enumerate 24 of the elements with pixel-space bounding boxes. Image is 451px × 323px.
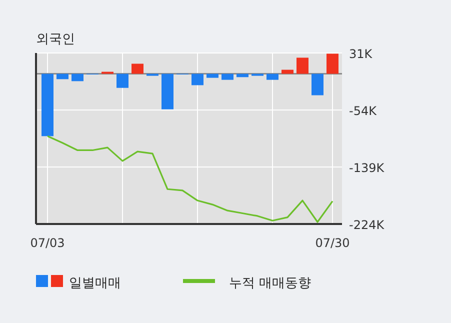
chart-title: 외국인: [36, 32, 75, 47]
bar: [162, 74, 174, 110]
bar: [312, 74, 324, 96]
y-tick-label: -224K: [349, 218, 386, 232]
x-tick-label: 07/03: [30, 236, 65, 250]
y-tick-label: 31K: [349, 47, 374, 61]
legend-label: 누적 매매동향: [229, 276, 312, 291]
bar: [296, 58, 308, 74]
y-tick-label: -139K: [349, 161, 386, 175]
bar: [206, 74, 218, 78]
bar: [42, 74, 54, 136]
bar: [132, 64, 144, 74]
bar: [282, 70, 294, 74]
bar: [326, 54, 338, 74]
x-tick-label: 07/30: [315, 236, 350, 250]
y-tick-label: -54K: [349, 104, 378, 118]
legend-label: 일별매매: [69, 276, 121, 291]
bar: [266, 74, 278, 80]
bar: [222, 74, 234, 80]
line-series: [46, 135, 334, 223]
bar: [72, 74, 84, 82]
bar: [116, 74, 128, 88]
bar: [56, 74, 68, 80]
bar: [192, 74, 204, 86]
